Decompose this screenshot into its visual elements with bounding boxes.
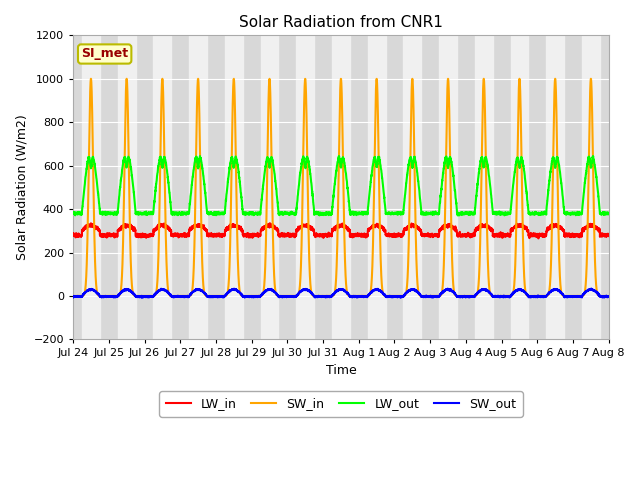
X-axis label: Time: Time: [326, 364, 356, 377]
SW_out: [397, 295, 404, 300]
SW_out: [166, 291, 173, 297]
SW_out: [605, 294, 612, 300]
LW_out: [69, 210, 77, 216]
SW_in: [492, 293, 499, 299]
Bar: [154, 36, 172, 339]
SW_in: [166, 292, 173, 298]
Bar: [332, 36, 350, 339]
LW_out: [166, 190, 173, 195]
Text: SI_met: SI_met: [81, 48, 128, 60]
SW_in: [604, 293, 612, 299]
SW_out: [588, 286, 595, 291]
LW_in: [166, 226, 173, 232]
Title: Solar Radiation from CNR1: Solar Radiation from CNR1: [239, 15, 443, 30]
Bar: [582, 36, 600, 339]
SW_out: [461, 294, 468, 300]
Bar: [547, 36, 564, 339]
SW_in: [87, 76, 95, 82]
LW_out: [321, 211, 329, 217]
Line: LW_out: LW_out: [73, 156, 609, 216]
LW_in: [321, 232, 329, 238]
SW_out: [321, 294, 328, 300]
LW_out: [431, 210, 439, 216]
Bar: [118, 36, 136, 339]
Line: SW_in: SW_in: [73, 79, 609, 296]
SW_in: [69, 293, 77, 299]
Bar: [189, 36, 207, 339]
SW_out: [69, 294, 77, 300]
LW_in: [266, 220, 274, 226]
Y-axis label: Solar Radiation (W/m2): Solar Radiation (W/m2): [15, 115, 28, 260]
Line: LW_in: LW_in: [73, 223, 609, 239]
LW_in: [605, 232, 612, 238]
Bar: [260, 36, 278, 339]
LW_in: [461, 232, 468, 238]
LW_in: [492, 232, 499, 238]
Bar: [82, 36, 100, 339]
SW_out: [492, 293, 499, 299]
Bar: [439, 36, 457, 339]
SW_in: [605, 293, 612, 299]
SW_out: [431, 293, 439, 299]
Bar: [403, 36, 421, 339]
SW_in: [461, 293, 468, 299]
LW_in: [431, 231, 439, 237]
LW_out: [455, 213, 463, 218]
Bar: [225, 36, 243, 339]
SW_out: [604, 294, 612, 300]
Legend: LW_in, SW_in, LW_out, SW_out: LW_in, SW_in, LW_out, SW_out: [159, 391, 522, 417]
LW_out: [196, 153, 204, 159]
SW_in: [431, 293, 439, 299]
Bar: [511, 36, 529, 339]
LW_in: [69, 231, 77, 237]
LW_out: [492, 211, 499, 216]
LW_in: [604, 232, 612, 238]
Line: SW_out: SW_out: [73, 288, 609, 298]
LW_out: [605, 210, 612, 216]
SW_in: [321, 293, 329, 299]
LW_out: [461, 211, 469, 216]
LW_out: [604, 212, 612, 217]
Bar: [368, 36, 385, 339]
Bar: [475, 36, 493, 339]
LW_in: [534, 236, 542, 241]
Bar: [296, 36, 314, 339]
